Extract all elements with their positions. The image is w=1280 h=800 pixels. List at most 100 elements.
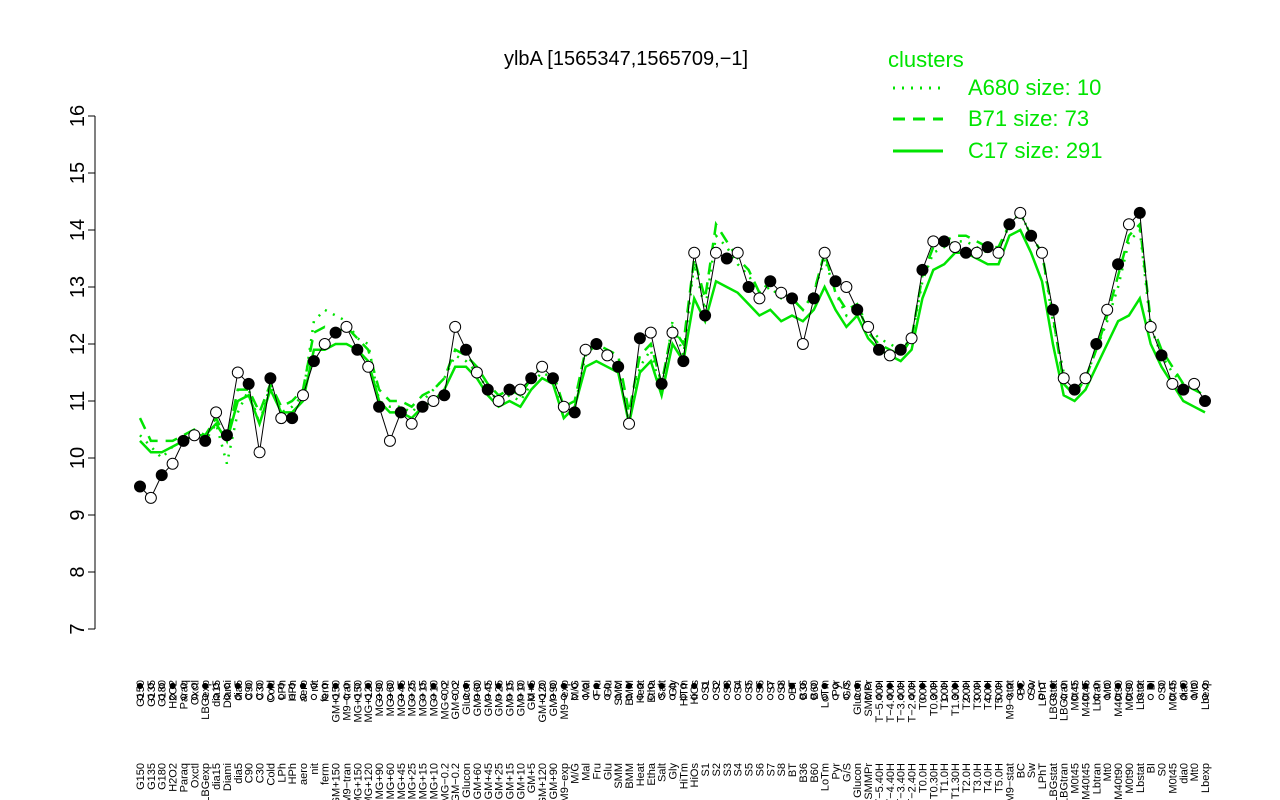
x-category-marker: [267, 682, 274, 690]
x-category-marker: [571, 693, 578, 701]
x-tick-label: GM+60: [472, 680, 484, 716]
data-points: [134, 206, 1211, 504]
x-tick-label: Sw: [1026, 680, 1038, 695]
x-category-marker: [821, 693, 828, 701]
x-tick-label-lower: Mal: [581, 763, 593, 781]
x-category-marker: [169, 682, 176, 690]
x-tick-label-lower: Glucon: [852, 763, 864, 798]
data-point: [633, 332, 646, 345]
x-category-marker: [1071, 693, 1078, 701]
x-tick-label: T4.0H: [983, 680, 995, 710]
x-category-marker: [788, 693, 796, 701]
x-category-marker: [1201, 682, 1209, 690]
x-category-marker: [930, 693, 937, 701]
x-category-marker: [745, 693, 752, 701]
x-category-marker: [147, 693, 154, 701]
x-tick-label: GM−0.2: [450, 680, 462, 719]
x-tick-label: Mal: [581, 680, 593, 698]
data-point: [264, 372, 277, 385]
x-tick-label: C30: [255, 680, 267, 700]
x-category-marker: [517, 682, 524, 690]
x-category-marker: [1191, 693, 1198, 701]
x-category-marker: [245, 682, 252, 690]
x-tick-label-lower: Lbexp: [1200, 763, 1212, 793]
data-point: [688, 246, 701, 259]
x-category-marker: [767, 693, 774, 701]
x-category-marker: [419, 693, 426, 701]
x-category-marker: [441, 682, 448, 690]
x-tick-label: M40t90: [1113, 680, 1125, 717]
x-tick-label: BC: [1015, 680, 1027, 695]
x-tick-label-lower: Lbstat: [1135, 763, 1147, 793]
x-tick-label-lower: S5: [744, 763, 756, 776]
x-tick-label-lower: Heat: [635, 763, 647, 786]
x-category-marker: [778, 682, 785, 690]
x-category-marker: [865, 693, 872, 701]
data-point: [1112, 258, 1125, 271]
data-point: [992, 246, 1005, 259]
x-category-marker: [310, 693, 317, 701]
x-tick-label-lower: G/S: [841, 763, 853, 782]
data-point: [612, 360, 625, 373]
x-category-marker: [321, 693, 328, 701]
x-category-marker: [223, 693, 231, 701]
x-tick-label-lower: GM+90: [548, 763, 560, 799]
data-point: [503, 383, 516, 396]
x-category-marker: [1093, 693, 1100, 701]
x-tick-label: T−3.40H: [896, 680, 908, 723]
data-point: [644, 326, 657, 339]
data-point: [1122, 218, 1135, 231]
x-tick-label: MG+10: [428, 680, 440, 716]
x-tick-label-lower: GM+120: [537, 763, 549, 800]
x-tick-label-lower: T4.0H: [983, 763, 995, 793]
x-tick-label-lower: Mt0: [1102, 763, 1114, 781]
data-point: [242, 377, 255, 390]
x-category-marker: [832, 682, 839, 690]
data-point: [1046, 303, 1059, 316]
x-category-marker: [799, 693, 807, 701]
x-tick-label: Heat: [635, 680, 647, 703]
y-tick-label: 7: [67, 623, 89, 634]
x-tick-label-lower: LBGexp: [200, 763, 212, 800]
x-tick-label-lower: SMM: [613, 763, 625, 789]
x-category-marker: [343, 693, 350, 701]
data-point: [1079, 372, 1092, 385]
x-tick-label-lower: GM+15: [504, 763, 516, 799]
x-category-marker: [289, 693, 296, 701]
data-point: [427, 395, 440, 407]
x-tick-label-lower: M/G: [570, 763, 582, 784]
x-category-marker: [821, 682, 828, 690]
x-category-marker: [930, 682, 937, 690]
legend: clusters A680 size: 10 B71 size: 73 C17 si…: [888, 47, 1103, 163]
y-tick-label: 8: [67, 566, 89, 577]
data-point: [601, 349, 614, 362]
x-tick-label: dia0: [1178, 680, 1190, 701]
x-tick-label: GM+120: [537, 680, 549, 723]
x-category-marker: [484, 682, 491, 690]
x-category-marker: [593, 693, 600, 701]
x-tick-label-lower: BMM: [624, 763, 636, 789]
x-tick-label-lower: HiTm: [678, 763, 690, 789]
data-point: [416, 400, 429, 413]
x-tick-label: LBGexp: [200, 680, 212, 720]
x-category-marker: [712, 682, 720, 690]
x-category-marker: [1028, 682, 1035, 690]
x-tick-label: M9−stat: [1004, 680, 1016, 719]
x-tick-label-lower: HiOs: [689, 763, 701, 788]
x-category-marker: [1006, 693, 1013, 701]
x-category-marker: [843, 693, 850, 701]
x-category-marker: [625, 682, 633, 690]
x-tick-label: T5.0H: [994, 680, 1006, 710]
data-point: [959, 246, 972, 259]
x-category-marker: [528, 682, 535, 690]
x-tick-label: S3: [722, 680, 734, 693]
x-tick-label: S6: [754, 680, 766, 693]
data-point: [894, 343, 907, 356]
x-tick-label-lower: Gly: [668, 763, 680, 780]
x-category-marker: [169, 693, 176, 701]
x-category-marker: [756, 682, 763, 690]
x-category-marker: [886, 693, 893, 701]
x-tick-label: GM+150: [331, 680, 343, 723]
x-tick-label-lower: M9−tran: [341, 763, 353, 800]
data-point: [297, 389, 310, 402]
